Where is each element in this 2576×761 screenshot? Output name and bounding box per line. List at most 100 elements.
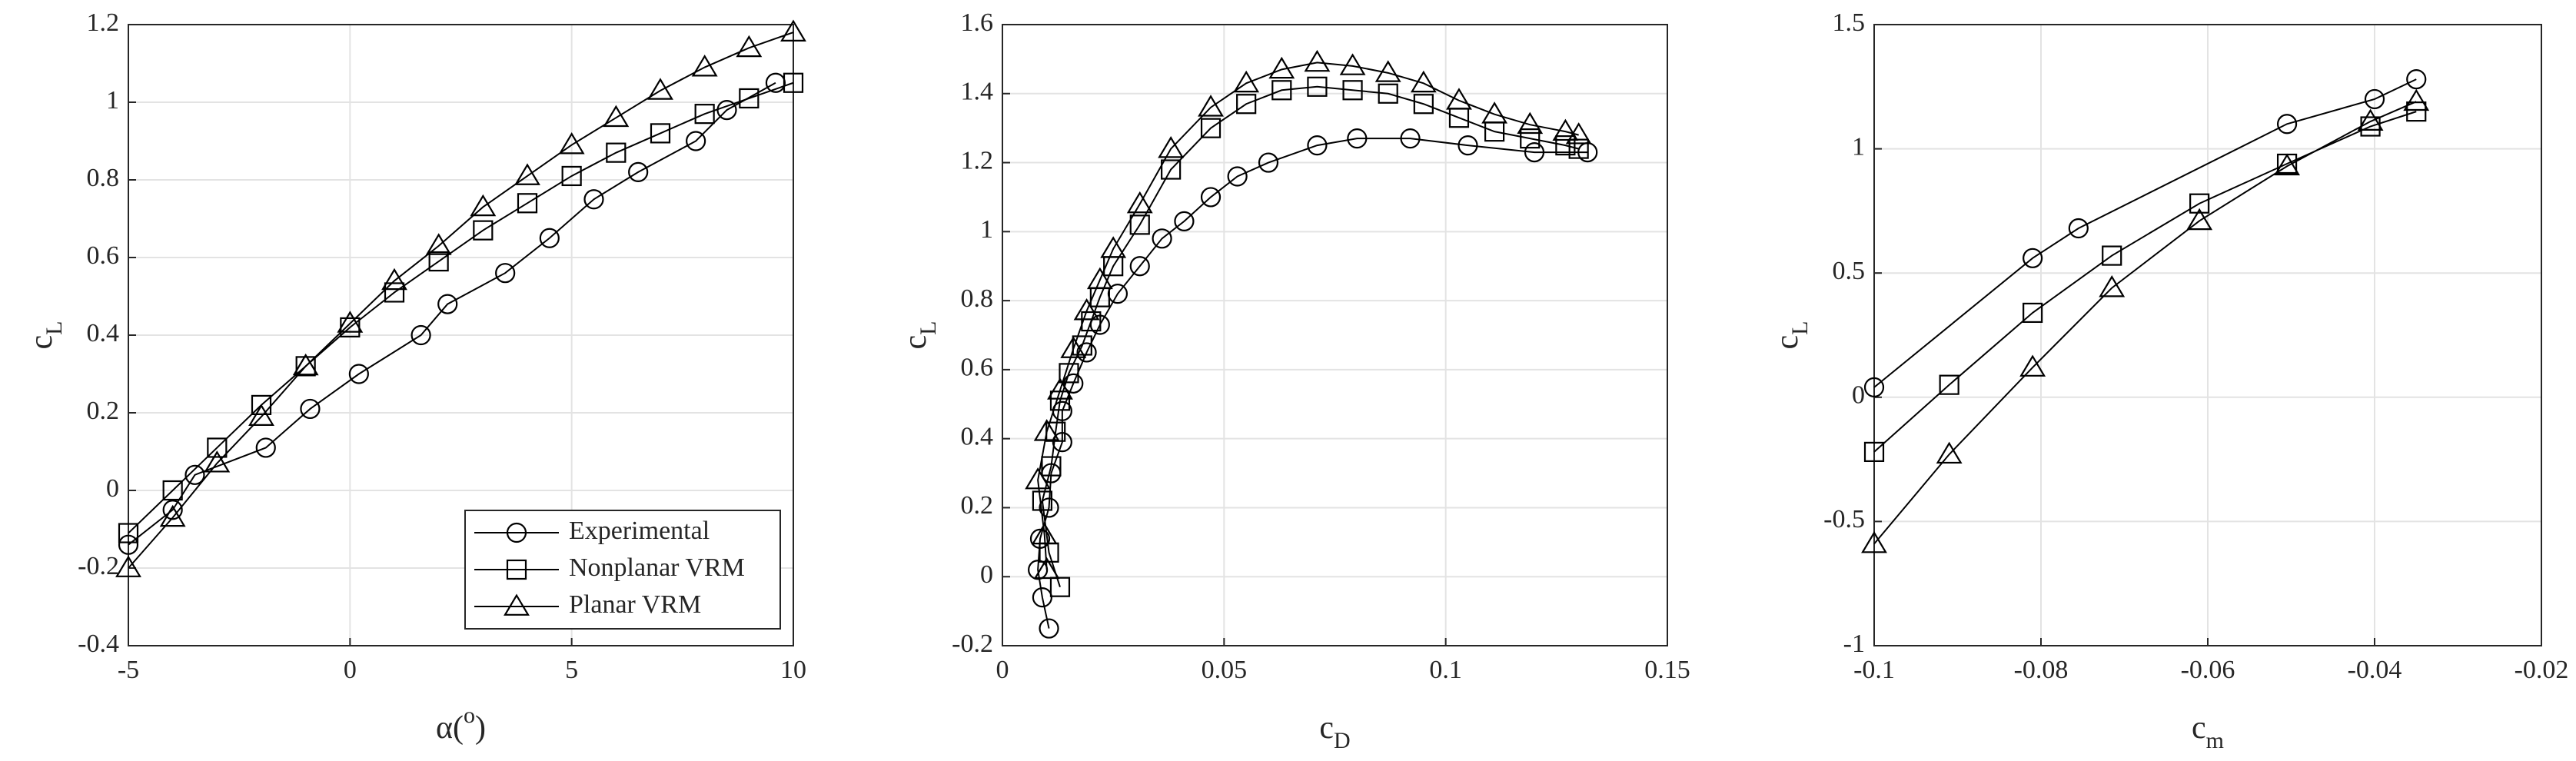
marker bbox=[1047, 377, 1073, 400]
marker bbox=[1152, 228, 1172, 249]
marker bbox=[2364, 88, 2385, 110]
marker bbox=[1520, 128, 1541, 149]
axes-frame bbox=[128, 24, 794, 646]
marker bbox=[1031, 522, 1058, 545]
marker bbox=[1555, 135, 1576, 156]
label-part: c bbox=[898, 335, 933, 350]
y-tick-label: -0.5 bbox=[1823, 505, 1865, 533]
marker bbox=[1033, 419, 1060, 441]
marker bbox=[1039, 618, 1059, 639]
axes-frame bbox=[1873, 24, 2542, 646]
marker bbox=[1304, 49, 1331, 72]
marker bbox=[295, 356, 316, 377]
marker bbox=[1227, 166, 1248, 187]
marker bbox=[1081, 311, 1102, 332]
marker bbox=[1129, 214, 1150, 235]
marker bbox=[561, 165, 582, 187]
x-tick-label: 0.05 bbox=[1202, 656, 1248, 684]
label-part: D bbox=[1334, 728, 1351, 753]
label-part: c bbox=[1319, 710, 1334, 746]
marker bbox=[783, 72, 804, 93]
marker bbox=[2403, 88, 2430, 111]
label-part: L bbox=[916, 321, 941, 335]
marker bbox=[514, 163, 540, 185]
marker bbox=[1342, 80, 1363, 101]
label-part: m bbox=[2206, 728, 2224, 753]
y-tick-label: 0.8 bbox=[961, 284, 994, 313]
marker bbox=[517, 193, 538, 214]
marker bbox=[1258, 152, 1279, 173]
series-line bbox=[1041, 85, 1579, 587]
marker bbox=[1271, 80, 1292, 101]
x-tick-label: 0 bbox=[996, 656, 1009, 684]
marker bbox=[2102, 245, 2122, 266]
marker bbox=[1410, 70, 1437, 93]
marker bbox=[2019, 354, 2046, 377]
marker bbox=[583, 189, 604, 210]
marker bbox=[410, 324, 431, 346]
marker bbox=[470, 194, 497, 217]
y-tick-label: 0.5 bbox=[1833, 257, 1866, 285]
marker bbox=[118, 534, 139, 555]
marker bbox=[1863, 441, 1885, 463]
marker bbox=[1039, 497, 1059, 518]
marker bbox=[1307, 135, 1328, 156]
y-tick-label: 0.4 bbox=[87, 319, 120, 347]
marker bbox=[1517, 111, 1544, 135]
marker bbox=[473, 220, 494, 241]
axis-label: α(o) bbox=[436, 703, 486, 745]
marker bbox=[1076, 342, 1097, 363]
marker bbox=[506, 559, 527, 580]
marker bbox=[558, 131, 585, 155]
marker bbox=[207, 437, 228, 458]
marker bbox=[1939, 374, 1959, 395]
legend-label: Planar VRM bbox=[569, 590, 701, 619]
y-tick-label: 1 bbox=[1852, 132, 1865, 161]
series-line bbox=[1873, 78, 2417, 388]
series-line bbox=[1873, 101, 2417, 545]
marker bbox=[495, 263, 516, 284]
marker bbox=[1129, 256, 1150, 277]
marker bbox=[506, 522, 527, 543]
marker bbox=[1033, 557, 1060, 580]
series-line bbox=[128, 32, 794, 569]
marker bbox=[1072, 335, 1092, 356]
label-part: L bbox=[42, 321, 67, 335]
marker bbox=[248, 404, 274, 426]
y-tick-label: 0 bbox=[1852, 381, 1865, 410]
marker bbox=[1481, 101, 1508, 124]
marker bbox=[1268, 56, 1295, 79]
label-part: c bbox=[2192, 710, 2206, 746]
marker bbox=[118, 523, 139, 543]
x-tick-label: -0.02 bbox=[2515, 656, 2569, 684]
y-tick-label: 0.2 bbox=[87, 397, 120, 425]
marker bbox=[1063, 373, 1084, 394]
marker bbox=[1413, 94, 1434, 115]
marker bbox=[1233, 70, 1260, 93]
marker bbox=[1161, 159, 1182, 180]
y-tick-label: 0.4 bbox=[961, 422, 994, 450]
marker bbox=[425, 233, 452, 255]
marker bbox=[1347, 128, 1368, 149]
marker bbox=[204, 450, 231, 473]
marker bbox=[1307, 76, 1328, 97]
marker bbox=[437, 294, 458, 314]
y-tick-label: 1.2 bbox=[961, 146, 994, 174]
marker bbox=[2357, 108, 2384, 131]
marker bbox=[1052, 432, 1072, 453]
y-tick-label: 1.5 bbox=[1833, 8, 1866, 37]
marker bbox=[1552, 118, 1579, 141]
y-tick-label: 0.6 bbox=[961, 354, 994, 382]
marker bbox=[1524, 141, 1545, 163]
axis-label: cL bbox=[898, 321, 942, 350]
y-tick-label: 1.4 bbox=[961, 78, 994, 106]
x-tick-label: 0.15 bbox=[1644, 656, 1690, 684]
axis-label: cL bbox=[1770, 321, 1813, 350]
y-tick-label: 1.2 bbox=[87, 8, 120, 37]
marker bbox=[1032, 587, 1053, 608]
y-tick-label: 1.6 bbox=[961, 8, 994, 37]
marker bbox=[300, 398, 321, 420]
marker bbox=[1100, 236, 1127, 258]
marker bbox=[691, 54, 718, 77]
